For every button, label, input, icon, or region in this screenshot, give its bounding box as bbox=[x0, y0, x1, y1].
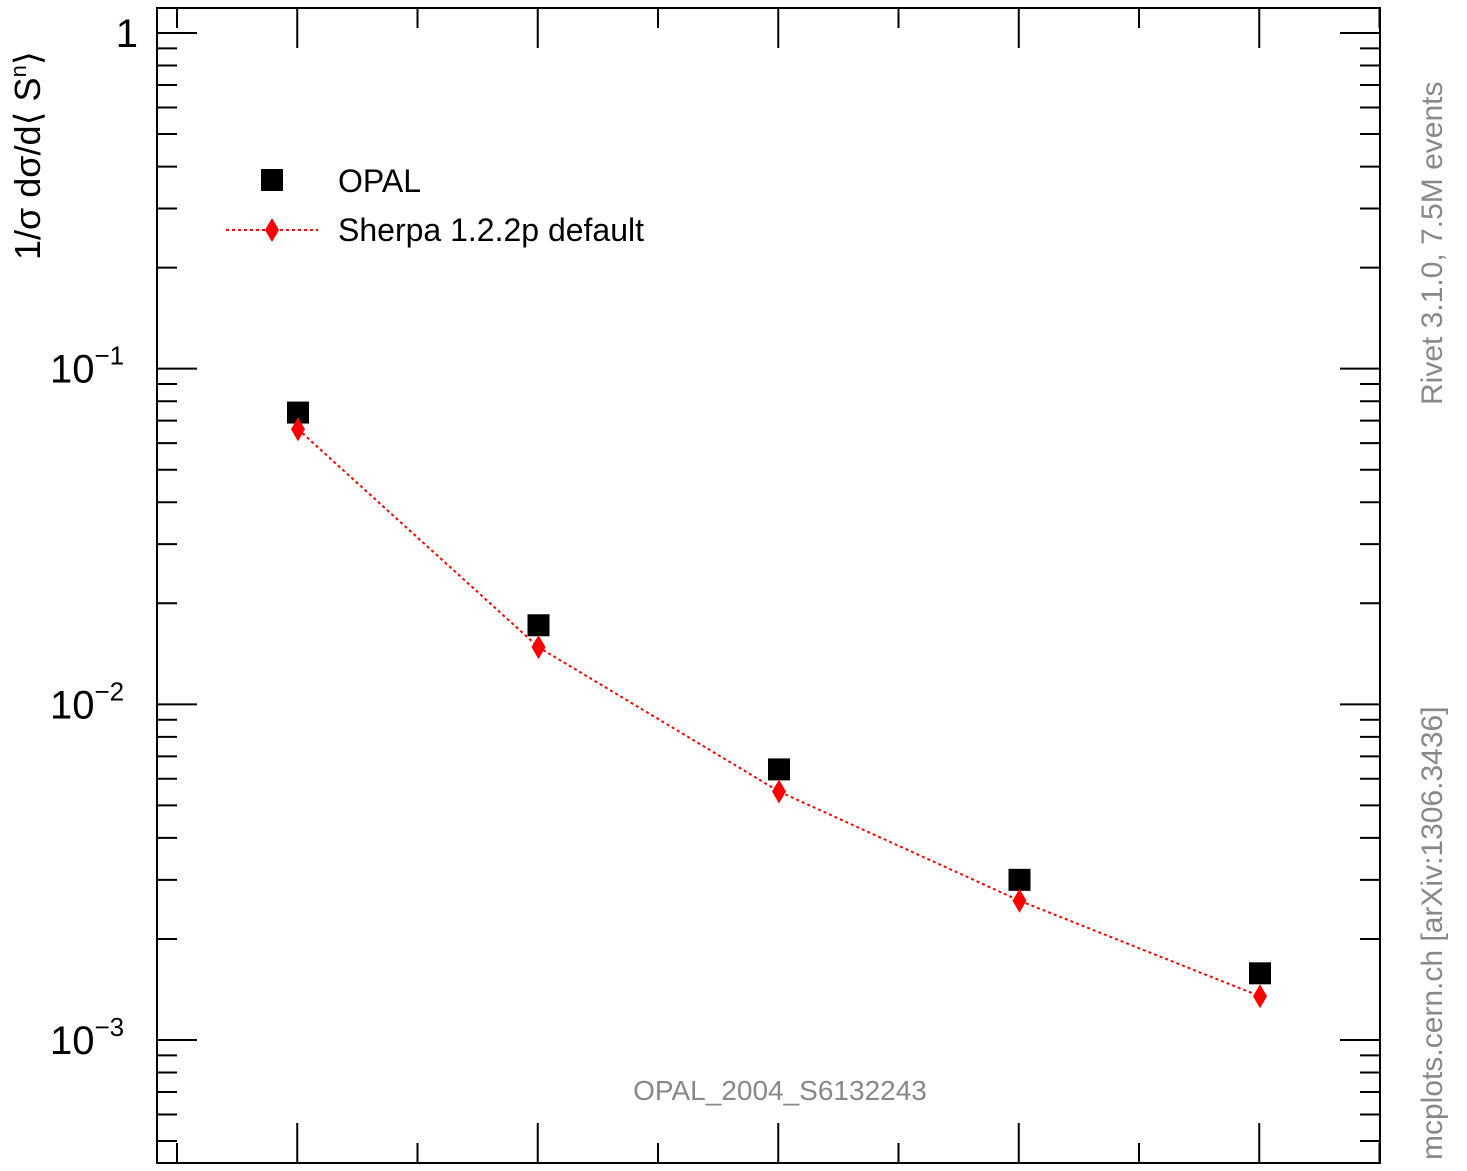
data-point bbox=[772, 779, 786, 804]
data-point bbox=[531, 635, 546, 660]
series-0 bbox=[287, 401, 1271, 985]
mcplots-credit-label: mcplots.cern.ch [arXiv:1306.3436] bbox=[1416, 706, 1449, 1160]
y-tick-label: 10−1 bbox=[50, 341, 124, 392]
rivet-info-label: Rivet 3.1.0, 7.5M events bbox=[1416, 82, 1449, 406]
data-point bbox=[1008, 868, 1031, 891]
y-tick-label: 10−2 bbox=[50, 676, 124, 727]
x-axis bbox=[176, 8, 1381, 1163]
data-point bbox=[1253, 984, 1267, 1009]
y-tick-label: 1 bbox=[116, 12, 138, 56]
y-axis: 1 10−1 10−2 10−3 bbox=[50, 12, 1380, 1143]
analysis-id-annotation: OPAL_2004_S6132243 bbox=[633, 1075, 927, 1106]
series-layer bbox=[287, 401, 1271, 1009]
data-point bbox=[287, 401, 309, 424]
data-point bbox=[1012, 888, 1027, 913]
legend-label-sherpa: Sherpa 1.2.2p default bbox=[338, 212, 644, 248]
plot-frame bbox=[156, 7, 1381, 1164]
y-tick-label: 10−3 bbox=[50, 1012, 124, 1063]
legend-marker-sherpa bbox=[265, 218, 279, 242]
data-point bbox=[527, 614, 550, 637]
data-point bbox=[768, 758, 790, 781]
y-axis-label: 1/σ dσ/d⟨ Sn⟩ bbox=[6, 51, 48, 260]
series-1 bbox=[291, 417, 1267, 1009]
legend-label-opal: OPAL bbox=[338, 163, 421, 199]
data-point bbox=[1249, 962, 1271, 985]
series-line bbox=[297, 428, 1261, 998]
data-point bbox=[291, 417, 305, 442]
legend-marker-opal bbox=[261, 169, 283, 191]
legend: OPAL Sherpa 1.2.2p default bbox=[226, 163, 644, 248]
